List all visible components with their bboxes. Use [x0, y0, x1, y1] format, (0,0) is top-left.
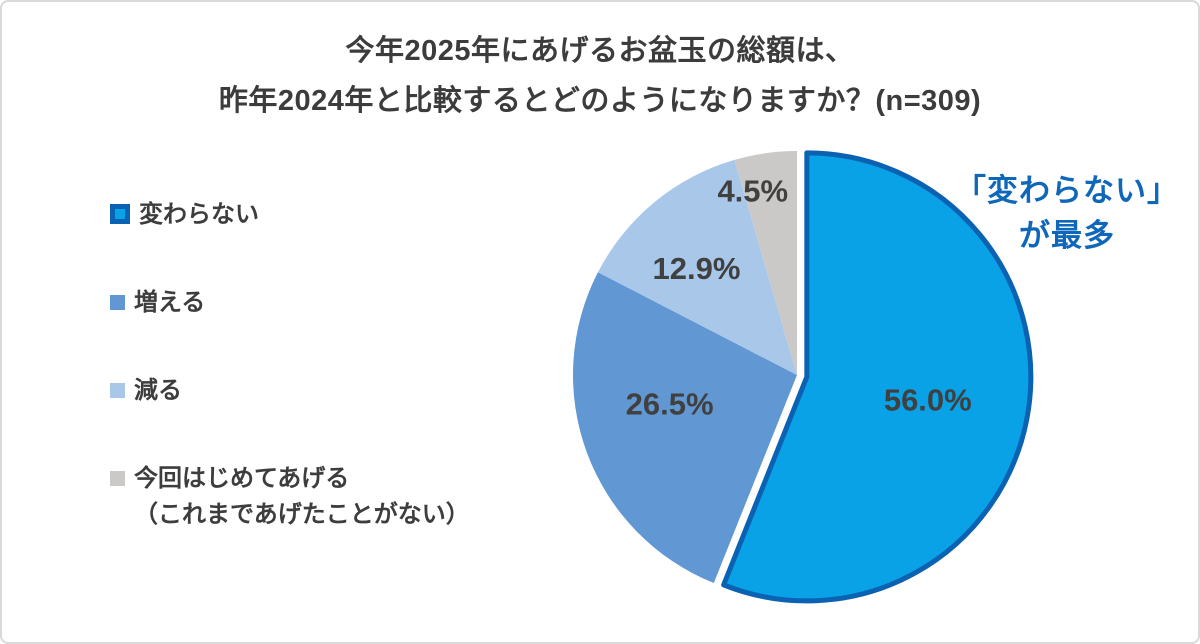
legend-label-kawaranai: 変わらない: [139, 201, 259, 228]
legend-item-heru: 減る: [110, 376, 470, 406]
annotation-line1: 「変わらない」: [955, 173, 1179, 208]
pie-slice-2: [597, 159, 797, 375]
legend-label-hajimete-line2: （これまであげたことがない）: [134, 501, 470, 528]
legend: 変わらない 増える 減る 今回はじめてあげる （これまであげたことがない）: [110, 200, 470, 588]
annotation-callout: 「変わらない」 が最多: [937, 168, 1197, 258]
pie-chart: 56.0% 26.5% 12.9% 4.5%: [573, 150, 1034, 604]
chart-title: 今年2025年にあげるお盆玉の総額は、 昨年2024年と比較するとどのようになり…: [2, 26, 1198, 126]
legend-swatch-kawaranai: [110, 204, 130, 224]
legend-swatch-fueru: [110, 295, 125, 310]
pie-slice-1: [573, 272, 797, 583]
legend-swatch-heru: [110, 383, 125, 398]
legend-label-fueru: 増える: [134, 289, 206, 316]
pie-slice-label-1: 26.5%: [626, 387, 714, 422]
legend-label-hajimete: 今回はじめてあげる （これまであげたことがない）: [134, 464, 470, 530]
pie-slice-label-0: 56.0%: [884, 383, 972, 418]
pie-slice-label-2: 12.9%: [653, 251, 741, 286]
pie-slice-3: [734, 151, 797, 375]
legend-label-hajimete-line1: 今回はじめてあげる: [134, 465, 350, 492]
legend-label-heru: 減る: [134, 377, 182, 404]
legend-swatch-hajimete: [110, 471, 125, 486]
chart-title-line2: 昨年2024年と比較するとどのようになりますか？(n=309): [218, 85, 982, 117]
chart-title-line1: 今年2025年にあげるお盆玉の総額は、: [345, 35, 855, 67]
legend-item-kawaranai: 変わらない: [110, 200, 470, 230]
pie-slice-0: [721, 150, 1034, 604]
pie-slice-label-3: 4.5%: [717, 173, 788, 208]
annotation-line2: が最多: [1019, 218, 1115, 253]
legend-item-fueru: 増える: [110, 288, 470, 318]
legend-item-hajimete: 今回はじめてあげる （これまであげたことがない）: [110, 464, 470, 530]
